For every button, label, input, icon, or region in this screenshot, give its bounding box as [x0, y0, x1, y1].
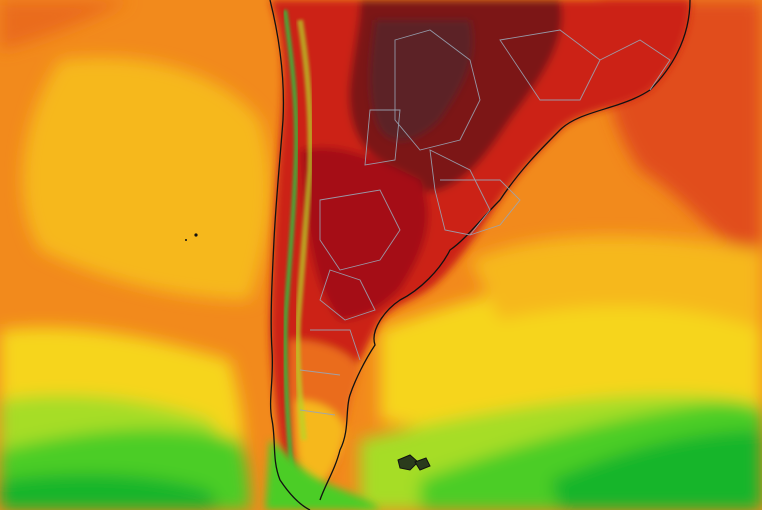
andes-cool-strip: [283, 9, 299, 506]
land-heat-core-deep: [370, 20, 473, 141]
political-borders: [299, 29, 671, 416]
land-crimson-belt: [300, 147, 429, 320]
island-dot: [194, 233, 198, 237]
ocean-band-cold-green-west: [0, 473, 220, 510]
land-south-tip: [265, 440, 380, 510]
ocean-band-east-yellow: [380, 278, 762, 428]
ocean-band-east-gold: [470, 236, 762, 330]
island-dot: [185, 239, 187, 241]
andes-lime-strip: [294, 19, 314, 441]
ocean-band-cold-green: [550, 430, 762, 510]
coastline-west: [269, 0, 311, 510]
coastline-east: [319, 0, 691, 501]
ocean-band-west-gold: [22, 57, 271, 300]
ocean-band-west-orange: [0, 0, 130, 50]
falkland-islands: [397, 454, 431, 471]
